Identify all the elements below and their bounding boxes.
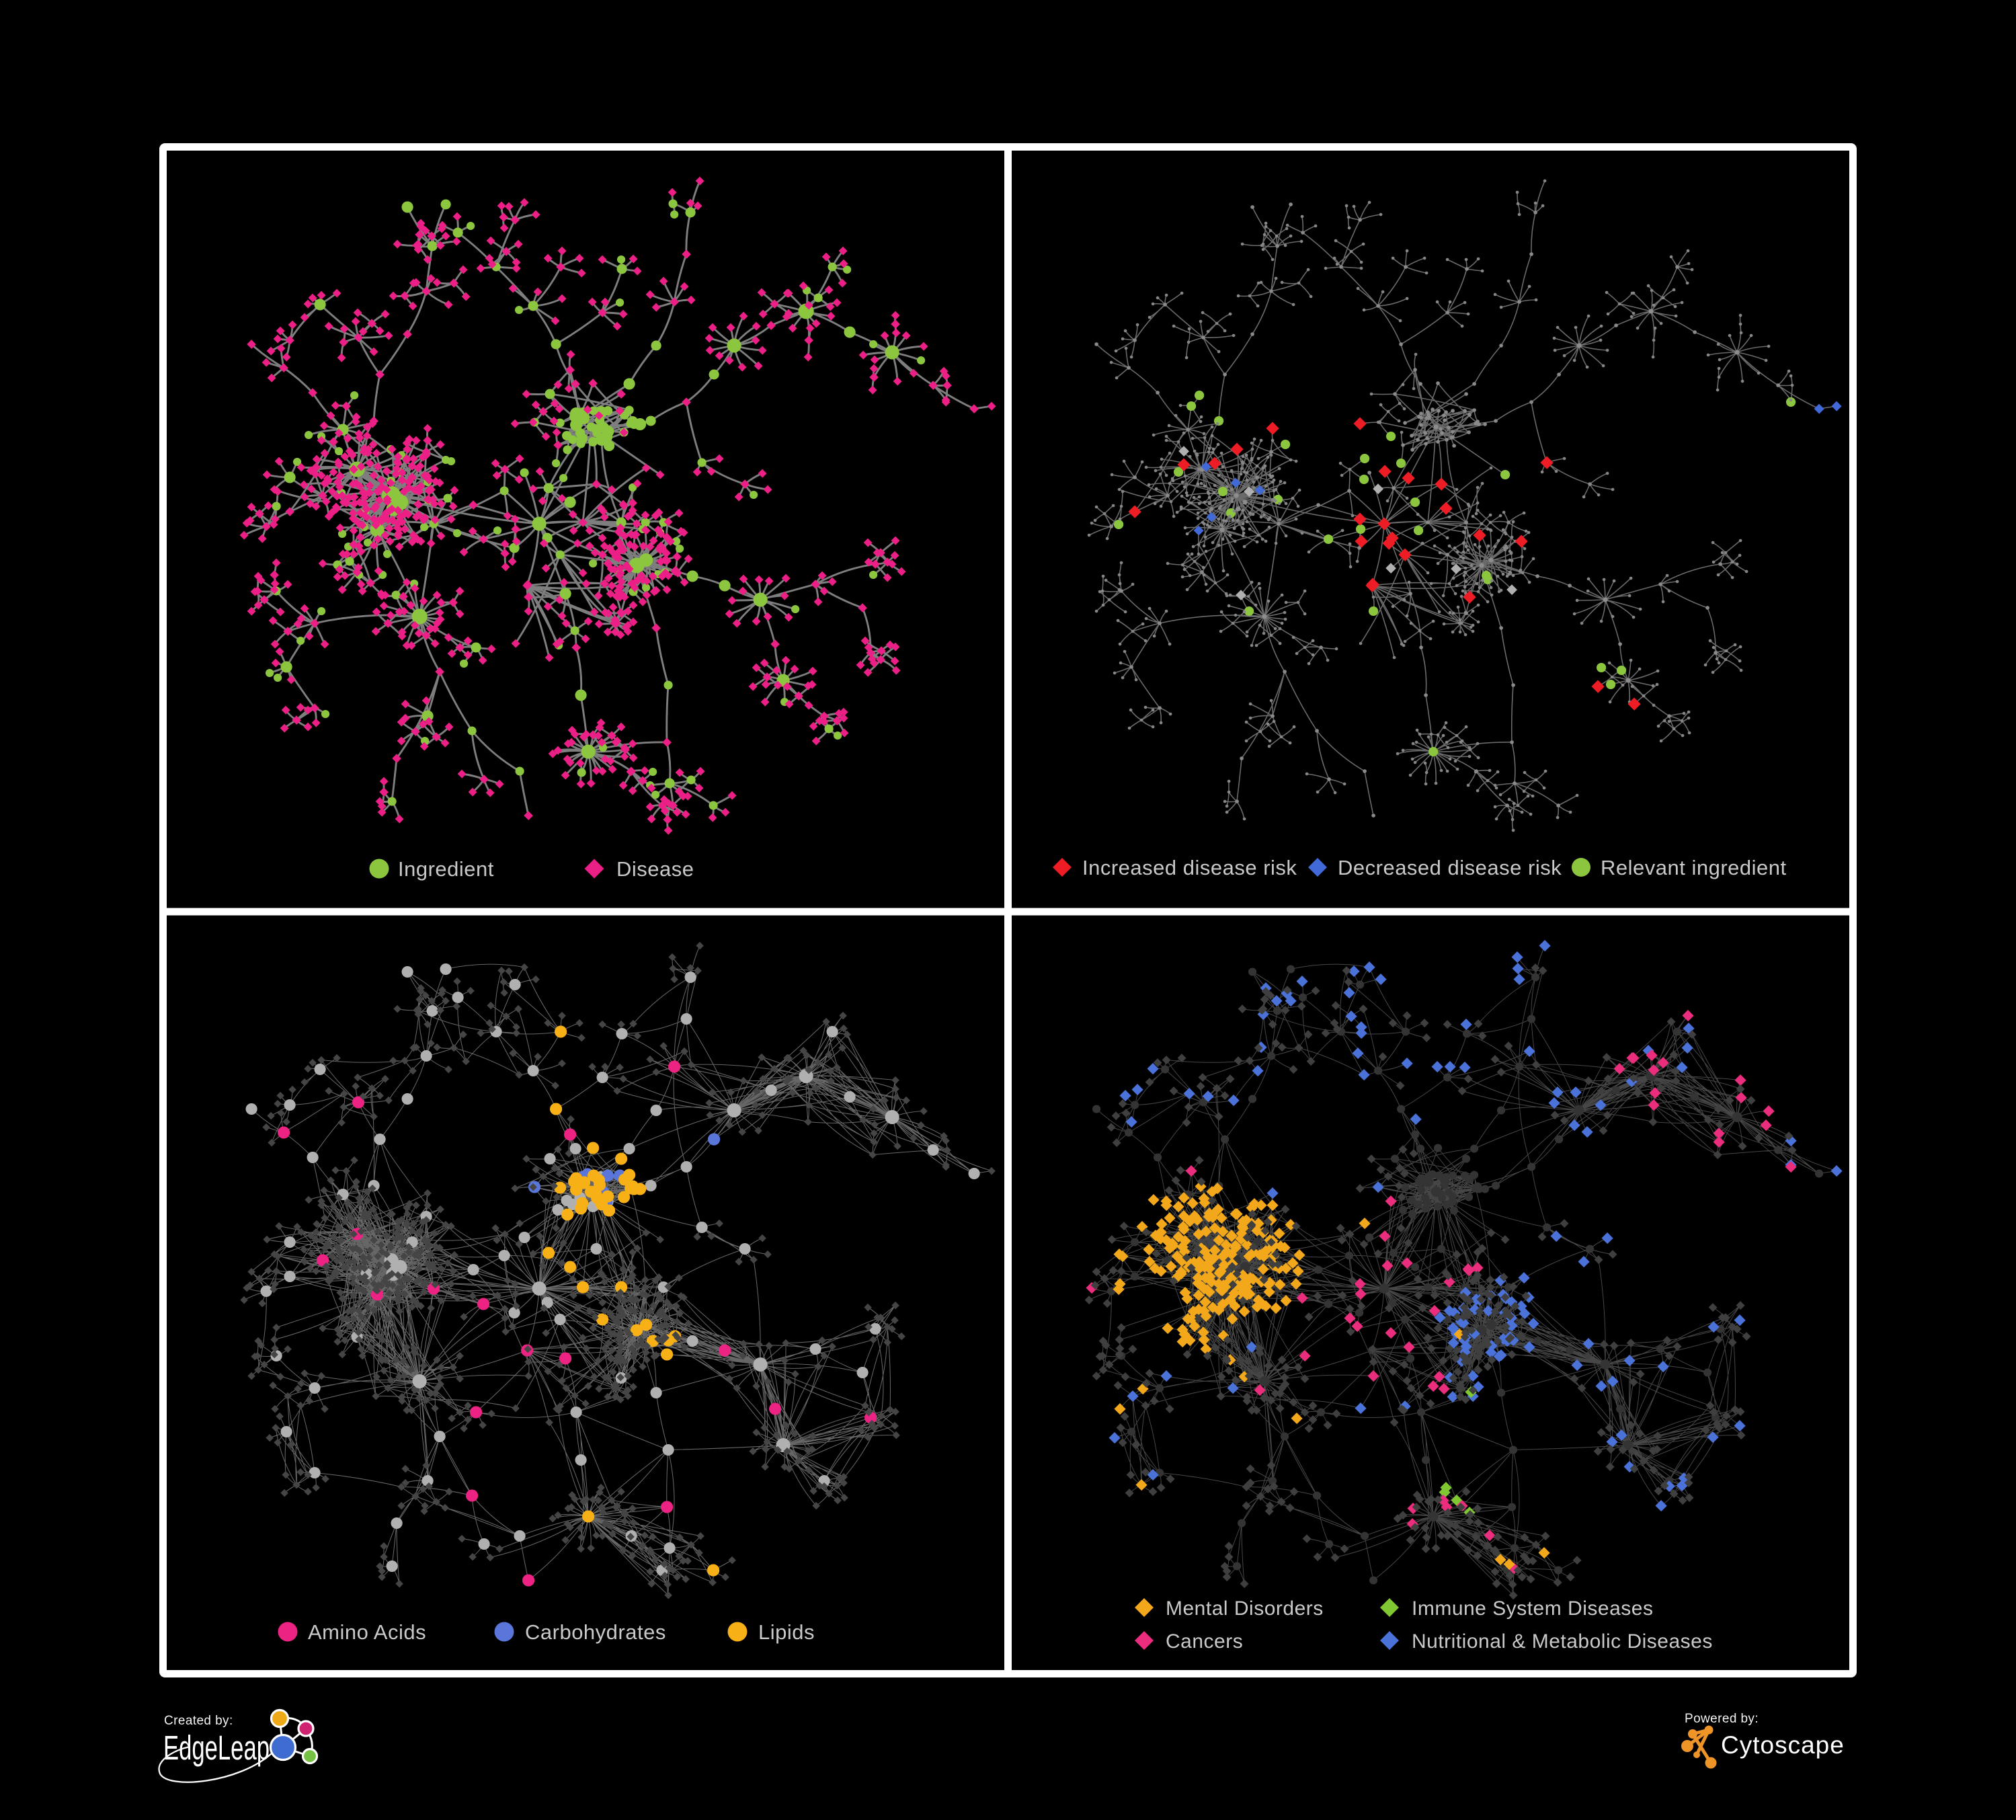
svg-text:Relevant ingredient: Relevant ingredient <box>1601 856 1787 879</box>
svg-text:Increased disease risk: Increased disease risk <box>1082 856 1297 879</box>
svg-text:Decreased disease risk: Decreased disease risk <box>1338 856 1562 879</box>
svg-text:Immune System Diseases: Immune System Diseases <box>1412 1597 1653 1620</box>
svg-text:Lipids: Lipids <box>758 1620 815 1644</box>
svg-text:Ingredient: Ingredient <box>398 857 494 881</box>
svg-text:Cancers: Cancers <box>1166 1630 1243 1653</box>
svg-text:Nutritional & Metabolic Diseas: Nutritional & Metabolic Diseases <box>1412 1630 1713 1653</box>
svg-text:Carbohydrates: Carbohydrates <box>525 1620 666 1644</box>
svg-text:EdgeLeap: EdgeLeap <box>163 1729 270 1767</box>
svg-text:Created by:: Created by: <box>164 1714 233 1728</box>
svg-text:Powered by:: Powered by: <box>1685 1712 1759 1726</box>
svg-text:Cytoscape: Cytoscape <box>1721 1731 1845 1759</box>
svg-text:Mental Disorders: Mental Disorders <box>1166 1597 1324 1620</box>
svg-text:Amino Acids: Amino Acids <box>308 1620 426 1644</box>
svg-text:Disease: Disease <box>616 857 694 881</box>
